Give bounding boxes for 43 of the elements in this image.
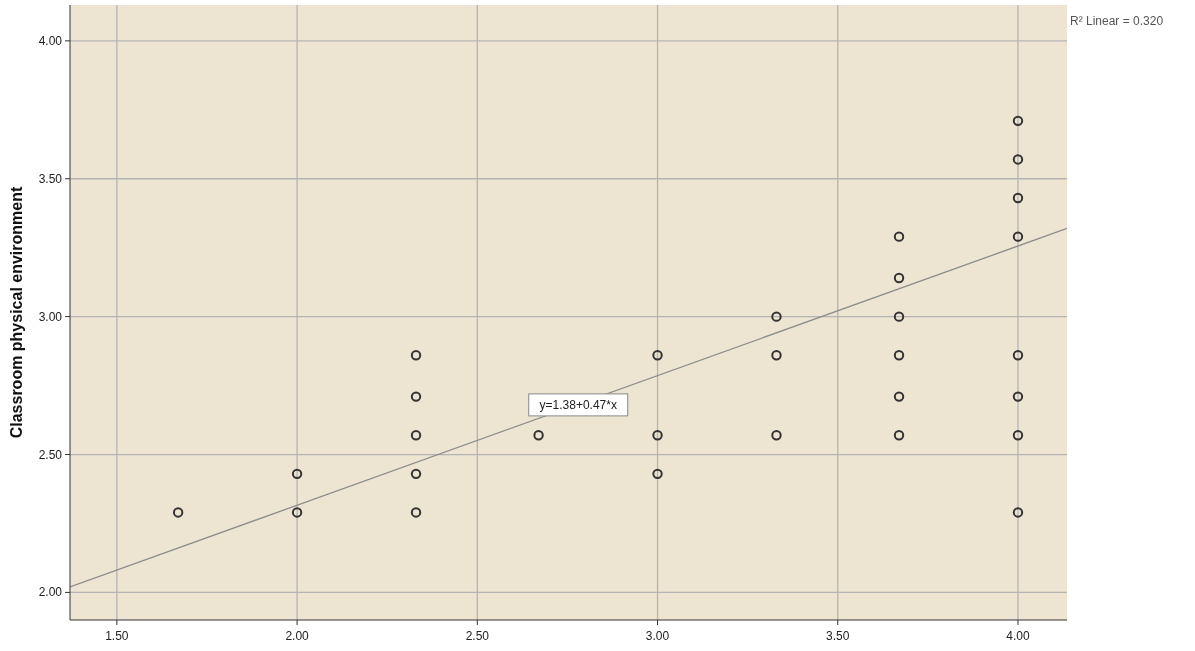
point [893, 311, 905, 322]
point [771, 350, 782, 361]
point [1012, 430, 1024, 441]
point [893, 350, 905, 361]
y-tick-label: 2.00 [38, 585, 63, 600]
point [893, 430, 905, 441]
point [771, 430, 782, 441]
point [1012, 391, 1024, 402]
point [533, 430, 544, 441]
point [1012, 507, 1024, 518]
point [652, 430, 663, 441]
x-tick-label: 1.50 [105, 629, 129, 643]
point [410, 350, 422, 361]
point [291, 507, 303, 518]
point [291, 468, 303, 480]
point [1012, 350, 1024, 361]
y-tick-label: 3.00 [38, 309, 63, 324]
point [893, 391, 905, 402]
y-tick-label: 2.50 [38, 447, 63, 462]
point [410, 430, 422, 441]
x-tick-label: 2.50 [465, 629, 490, 643]
point [1012, 154, 1024, 165]
x-tick-label: 2.00 [285, 629, 310, 643]
x-tick-label: 3.00 [645, 629, 670, 643]
point [410, 468, 422, 480]
annotation: y=1.38+0.47*x [539, 397, 617, 412]
point [652, 468, 663, 480]
x-tick-label: 3.50 [826, 629, 850, 643]
x-tick-label: 4.00 [1006, 629, 1030, 643]
point [771, 311, 782, 322]
y-axis-title: Classroom physical environment [8, 186, 25, 439]
point [1012, 231, 1024, 242]
y-tick-label: 3.50 [38, 171, 63, 186]
point [893, 231, 905, 242]
point [172, 507, 184, 518]
y-tick-label: 4.00 [38, 33, 63, 48]
point [410, 507, 422, 518]
point [893, 272, 905, 284]
point [652, 350, 663, 361]
text: R² Linear = 0.320 [1070, 14, 1164, 28]
point [410, 391, 422, 402]
point [1012, 192, 1024, 204]
point [1012, 115, 1024, 127]
